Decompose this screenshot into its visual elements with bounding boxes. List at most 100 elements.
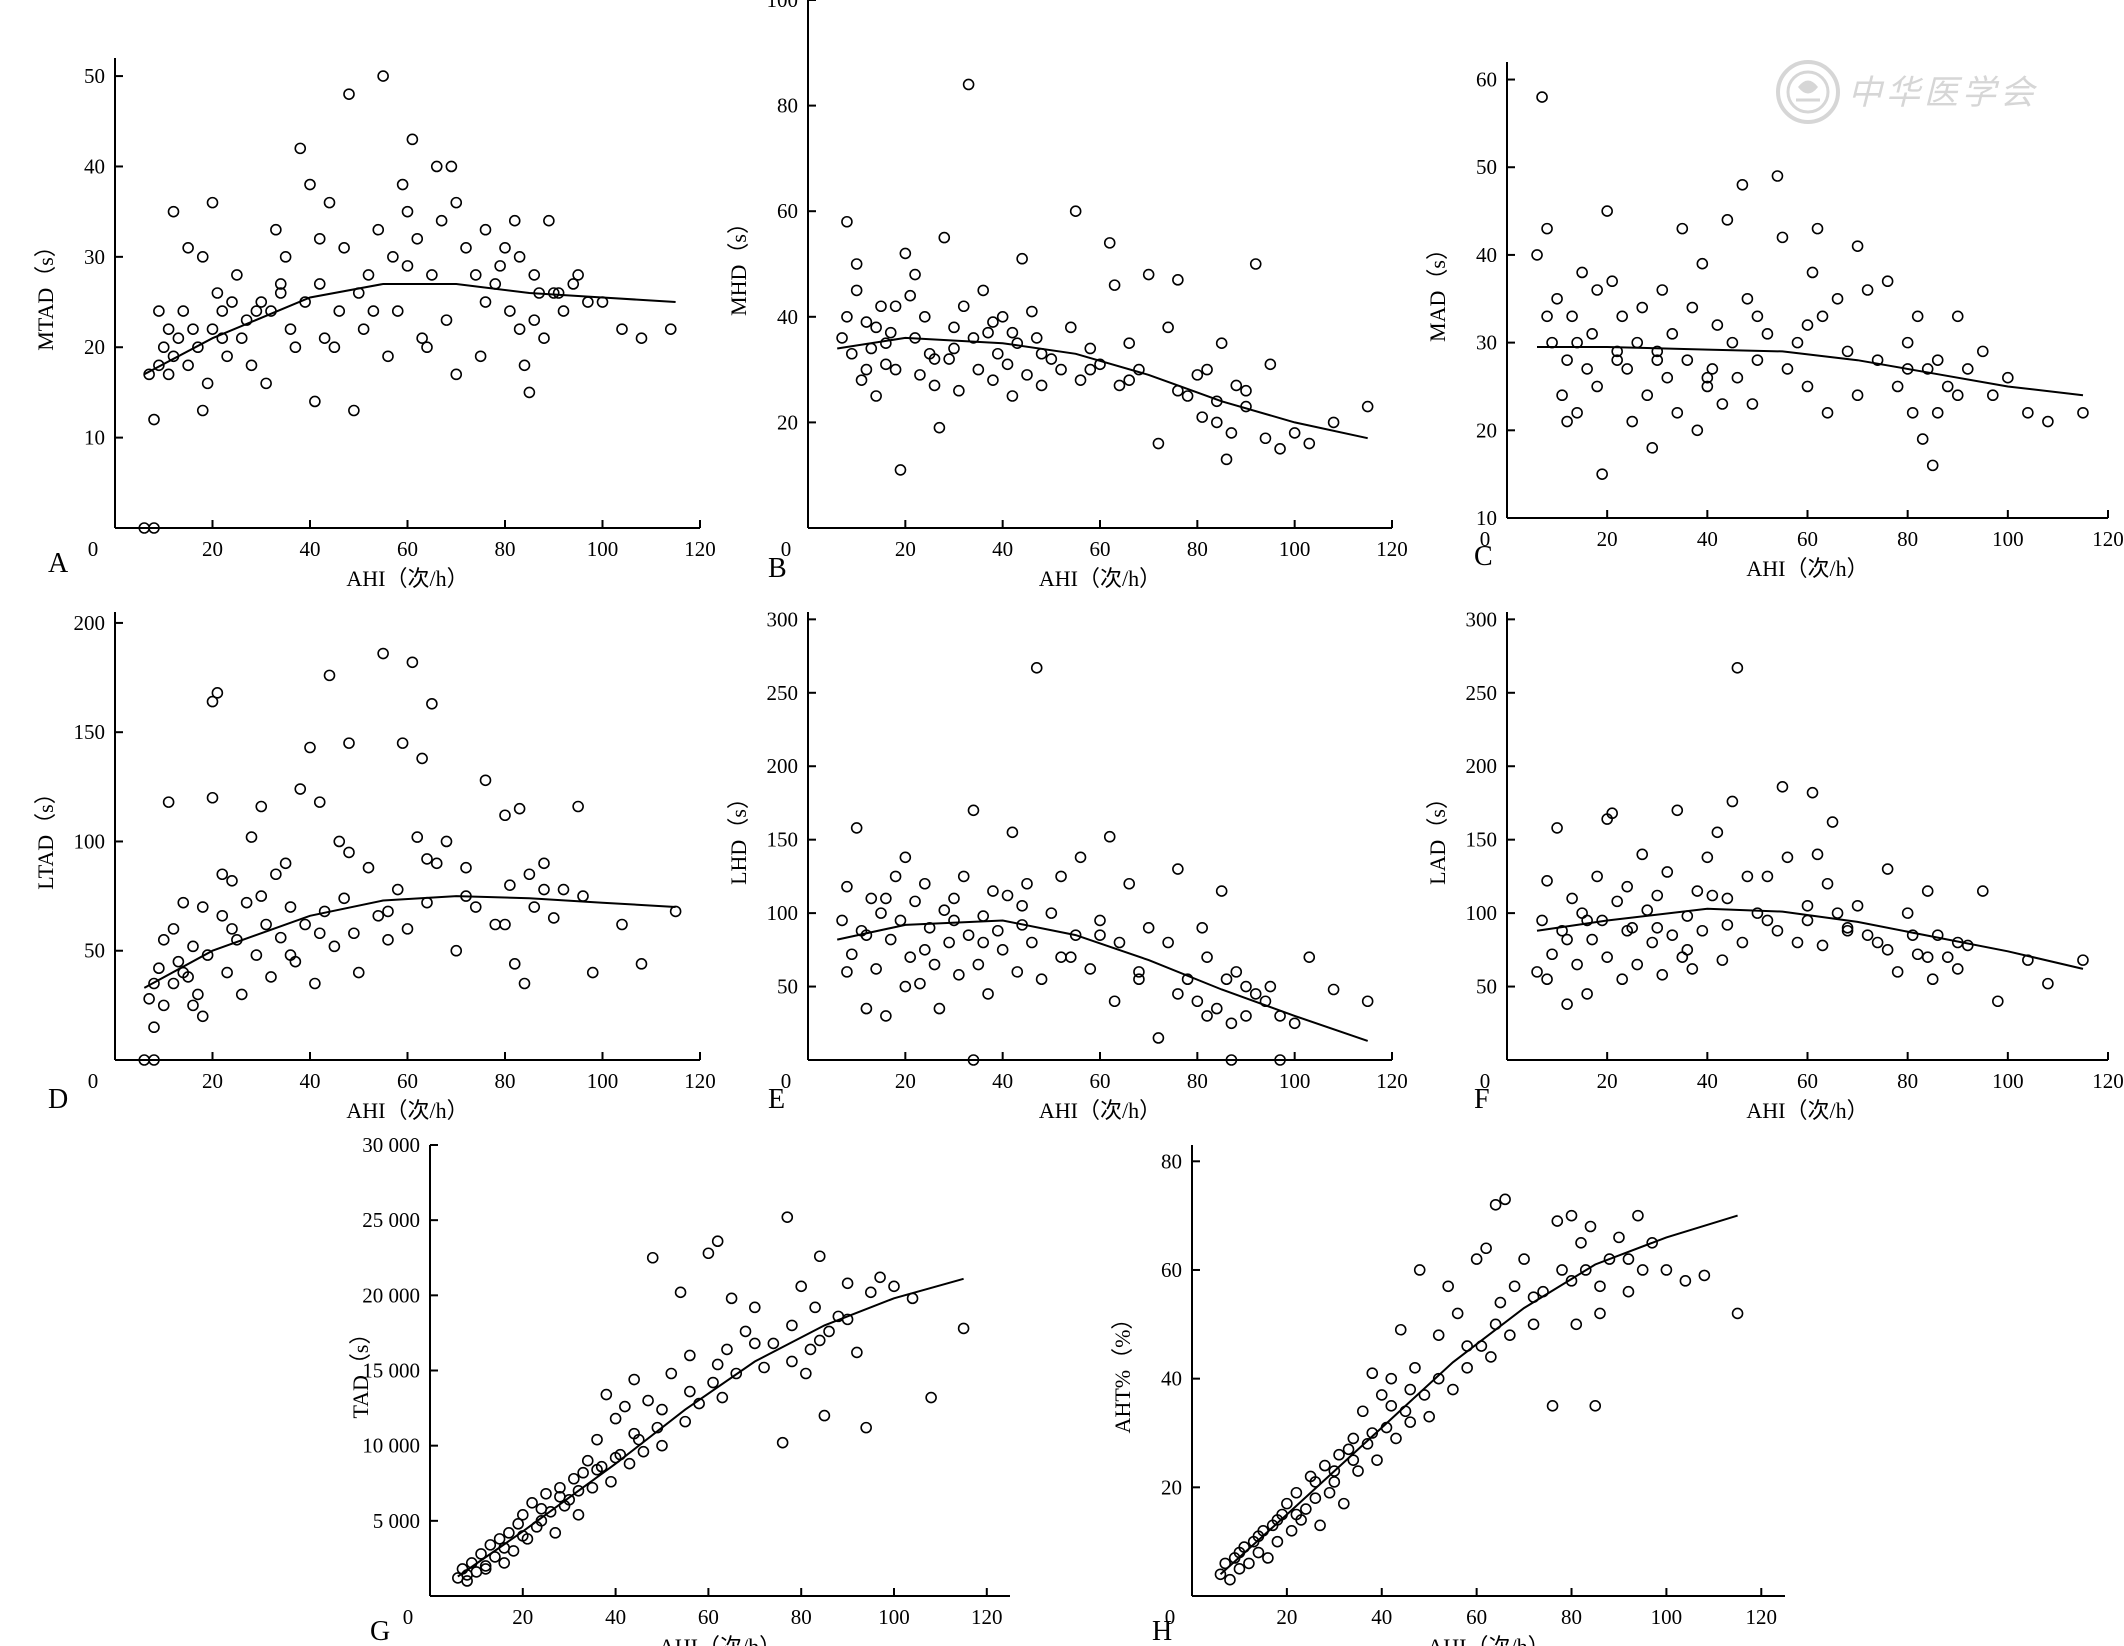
scatter-point	[226, 923, 238, 935]
scatter-point	[1103, 830, 1116, 843]
x-tick-label: 60	[1090, 537, 1111, 561]
x-tick-label: 100	[587, 537, 619, 561]
scatter-point	[1566, 310, 1578, 323]
scatter-point	[187, 940, 199, 953]
scatter-point	[1666, 328, 1679, 340]
scatter-point	[1698, 1269, 1711, 1282]
scatter-point	[1581, 914, 1593, 927]
x-tick-label: 80	[1187, 1069, 1208, 1093]
scatter-point	[1606, 275, 1618, 288]
scatter-point	[957, 1322, 970, 1335]
scatter-point	[489, 918, 502, 931]
y-tick-label: 200	[767, 754, 799, 778]
scatter-point	[1781, 851, 1794, 864]
scatter-point	[1721, 919, 1734, 931]
scatter-point	[1262, 1552, 1274, 1564]
y-tick-label: 10	[84, 426, 105, 450]
scatter-point	[1303, 951, 1316, 963]
x-tick-label: 40	[1697, 1069, 1718, 1093]
scatter-point	[1731, 1307, 1744, 1320]
scatter-point	[411, 831, 424, 843]
scatter-point	[1094, 358, 1106, 371]
scatter-point	[1432, 1329, 1445, 1341]
x-tick-label: 40	[300, 1069, 321, 1093]
scatter-point	[841, 966, 853, 978]
scatter-point	[299, 918, 311, 931]
scatter-point	[396, 178, 409, 191]
scatter-point	[1413, 1264, 1426, 1276]
scatter-point	[957, 870, 970, 883]
scatter-point	[2077, 954, 2089, 966]
scatter-point	[362, 269, 375, 281]
fit-curve	[836, 919, 1369, 1042]
scatter-point	[841, 310, 853, 323]
fit-curve	[1537, 346, 2084, 397]
scatter-point	[1711, 319, 1724, 331]
scatter-point	[1771, 924, 1784, 937]
chart-panel-e: 20 40 60 80 100 120 0 50 100 150 200 250 300 AHI（次/h）…	[726, 607, 1408, 1123]
scatter-point	[845, 347, 858, 360]
scatter-point	[1641, 389, 1654, 402]
origin-label: 0	[1480, 1069, 1491, 1093]
scatter-point	[1045, 907, 1058, 919]
fit-curve	[143, 283, 676, 376]
x-tick-label: 60	[1797, 1069, 1818, 1093]
y-tick-label: 80	[777, 94, 798, 118]
scatter-point	[1706, 889, 1719, 902]
scatter-point	[1751, 907, 1764, 919]
scatter-point	[1447, 1383, 1459, 1396]
x-tick-label: 40	[992, 1069, 1013, 1093]
scatter-point	[1801, 380, 1814, 393]
scatter-point	[328, 341, 341, 354]
scatter-point	[406, 133, 419, 146]
scatter-point	[953, 969, 965, 981]
scatter-point	[1636, 301, 1649, 314]
scatter-point	[294, 783, 307, 795]
scatter-point	[1531, 966, 1543, 978]
scatter-point	[450, 368, 463, 381]
scatter-point	[1361, 1438, 1374, 1450]
scatter-point	[493, 1533, 506, 1545]
scatter-point	[391, 883, 404, 896]
scatter-point	[1651, 345, 1664, 358]
scatter-point	[1404, 1383, 1417, 1396]
scatter-point	[1055, 870, 1067, 883]
x-tick-label: 120	[1376, 537, 1408, 561]
x-tick-label: 80	[1561, 1605, 1582, 1629]
scatter-point	[338, 892, 350, 905]
x-tick-label: 60	[397, 1069, 418, 1093]
scatter-point	[918, 310, 931, 323]
scatter-point	[1556, 389, 1568, 402]
scatter-point	[512, 1518, 524, 1530]
scatter-point	[177, 305, 190, 317]
scatter-point	[172, 955, 185, 968]
scatter-point	[1541, 973, 1553, 986]
scatter-point	[948, 892, 960, 905]
scatter-point	[1181, 973, 1194, 986]
scatter-point	[1527, 1318, 1540, 1331]
scatter-point	[1152, 437, 1165, 450]
chart-panel-h: 20 40 60 80 100 120 0 20 40 60 80 AHI（次/h） AHT%（%） H	[1110, 1145, 1785, 1646]
scatter-point	[461, 1575, 473, 1587]
scatter-point	[1309, 1476, 1322, 1488]
x-axis-label: AHI（次/h）	[1746, 1098, 1868, 1123]
origin-label: 0	[781, 1069, 792, 1093]
scatter-point	[1230, 379, 1243, 392]
scatter-point	[841, 215, 853, 228]
scatter-point	[1300, 1503, 1312, 1515]
scatter-point	[1636, 848, 1649, 861]
scatter-point	[818, 1409, 831, 1422]
scatter-point	[1901, 907, 1914, 919]
scatter-point	[377, 70, 389, 82]
scatter-point	[813, 1250, 826, 1263]
scatter-point	[294, 142, 307, 155]
scatter-point	[948, 321, 960, 334]
scatter-point	[870, 321, 882, 334]
origin-label: 0	[1165, 1605, 1176, 1629]
scatter-point	[377, 647, 389, 660]
scatter-point	[460, 861, 472, 874]
scatter-point	[1741, 870, 1754, 883]
scatter-point	[153, 359, 165, 372]
scatter-point	[1233, 1563, 1246, 1575]
scatter-point	[196, 404, 209, 417]
